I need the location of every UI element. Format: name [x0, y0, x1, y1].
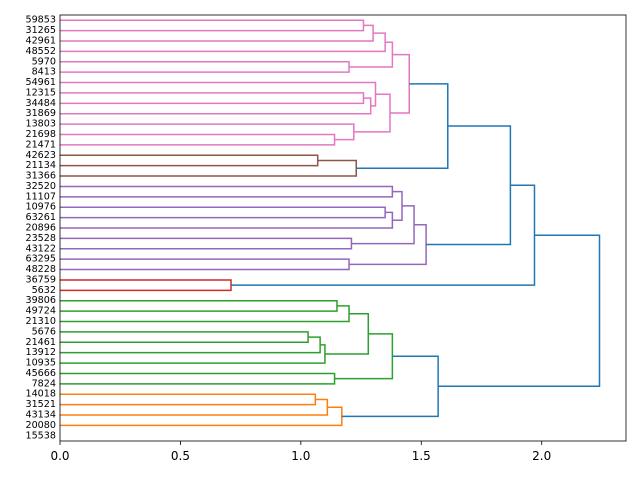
- x-tick-label: 1.0: [291, 449, 310, 463]
- leaf-label: 63295: [25, 254, 56, 265]
- leaf-label: 34484: [25, 98, 56, 109]
- leaf-label: 31869: [25, 108, 56, 119]
- leaf-label: 23528: [25, 233, 56, 244]
- leaf-label: 54961: [25, 77, 56, 88]
- leaf-labels-layer: 5985331265429614855259708413549611231534…: [25, 15, 56, 442]
- link-u7: [60, 258, 350, 271]
- links-layer: [60, 19, 601, 427]
- link-g6: [324, 312, 370, 355]
- link-u4: [392, 190, 403, 221]
- leaf-label: 21134: [25, 160, 56, 171]
- link-p6: [60, 92, 365, 105]
- leaf-label: 5676: [32, 326, 56, 337]
- link-o2: [60, 398, 329, 416]
- link-b2: [60, 159, 357, 177]
- leaf-label: 49724: [25, 306, 56, 317]
- leaf-label: 15538: [25, 430, 56, 441]
- link-p1: [60, 19, 365, 32]
- link-r1: [60, 279, 232, 292]
- leaf-label: 59853: [25, 15, 56, 26]
- leaf-label: 31366: [25, 171, 56, 182]
- leaf-label: 11107: [25, 191, 56, 202]
- link-p9: [60, 133, 336, 146]
- link-g3: [60, 331, 309, 344]
- leaf-label: 21310: [25, 316, 56, 327]
- link-g2: [60, 305, 350, 323]
- leaf-label: 42623: [25, 150, 56, 161]
- leaf-label: 13803: [25, 119, 56, 130]
- link-g8: [334, 333, 394, 380]
- leaf-label: 43134: [25, 410, 56, 421]
- leaf-label: 48228: [25, 264, 56, 275]
- link-o1: [60, 393, 317, 406]
- x-tick-label: 0.0: [50, 449, 69, 463]
- leaf-label: 14018: [25, 389, 56, 400]
- leaf-label: 39806: [25, 295, 56, 306]
- leaf-label: 43122: [25, 243, 56, 254]
- link-p10: [60, 123, 355, 141]
- leaf-label: 48552: [25, 46, 56, 57]
- leaf-label: 20080: [25, 420, 56, 431]
- link-g5: [60, 344, 326, 364]
- link-u5: [60, 237, 353, 250]
- x-tick-label: 0.5: [171, 449, 190, 463]
- leaf-label: 31265: [25, 25, 56, 36]
- leaf-label: 21471: [25, 139, 56, 150]
- link-p4: [60, 61, 350, 73]
- link-u1: [60, 185, 394, 198]
- leaf-label: 8413: [32, 67, 56, 78]
- link-u2: [60, 206, 386, 219]
- link-t1: [356, 83, 449, 170]
- link-t4: [341, 355, 439, 418]
- link-p5: [349, 41, 394, 68]
- x-tick-label: 1.5: [412, 449, 431, 463]
- link-o3: [60, 406, 343, 427]
- leaf-label: 42961: [25, 35, 56, 46]
- leaf-label: 36759: [25, 274, 56, 285]
- link-g7: [60, 372, 336, 385]
- leaf-label: 32520: [25, 181, 56, 192]
- leaf-label: 5970: [32, 56, 56, 67]
- leaf-label: 10935: [25, 358, 56, 369]
- leaf-label: 21698: [25, 129, 56, 140]
- leaf-label: 31521: [25, 399, 56, 410]
- leaf-label: 5632: [32, 285, 56, 296]
- leaf-label: 13912: [25, 347, 56, 358]
- link-p2: [60, 24, 374, 42]
- leaf-label: 45666: [25, 368, 56, 379]
- leaf-label: 21461: [25, 337, 56, 348]
- axis-layer: 0.0 0.5 1.0 1.5 2.0: [50, 14, 627, 463]
- leaf-label: 10976: [25, 202, 56, 213]
- link-g1: [60, 299, 338, 312]
- leaf-label: 20896: [25, 223, 56, 234]
- link-t2: [426, 125, 512, 246]
- leaf-label: 7824: [32, 378, 56, 389]
- leaf-label: 63261: [25, 212, 56, 223]
- plot-frame: [59, 14, 627, 442]
- link-p12: [389, 53, 410, 114]
- link-p8: [60, 81, 377, 107]
- link-p7: [60, 97, 372, 115]
- link-g4: [60, 336, 321, 354]
- link-u6: [351, 205, 415, 245]
- x-tick-label: 2.0: [532, 449, 551, 463]
- link-u3: [60, 211, 394, 229]
- link-p3: [60, 32, 386, 53]
- link-t5: [438, 234, 601, 388]
- link-b1: [60, 154, 319, 167]
- leaf-label: 12315: [25, 87, 56, 98]
